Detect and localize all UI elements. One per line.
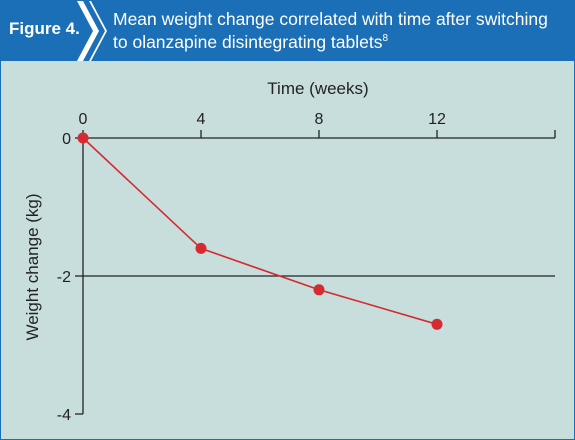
figure-title: Mean weight change correlated with time …	[113, 8, 563, 54]
series-line	[82, 137, 438, 326]
data-point	[313, 284, 325, 296]
figure-label: Figure 4.	[9, 19, 80, 38]
data-point	[77, 132, 89, 144]
y-tick-label: -4	[57, 407, 71, 424]
figure-title-text: Mean weight change correlated with time …	[113, 9, 548, 52]
x-tick-label: 4	[197, 111, 206, 128]
figure-label-box: Figure 4.	[1, 1, 83, 61]
data-point	[195, 242, 207, 254]
y-axis-label: Weight change (kg)	[23, 193, 42, 340]
data-point	[431, 318, 443, 330]
figure-header: Figure 4. Mean weight change correlated …	[1, 1, 574, 61]
weight-change-chart: Time (weeks) Weight change (kg) 0 4 8 12 0 -2…	[23, 79, 556, 424]
chevron-right-icon	[77, 1, 107, 61]
y-tick-label: -2	[57, 269, 71, 286]
x-tick-label: 8	[315, 111, 324, 128]
y-tick-label: 0	[62, 131, 71, 148]
x-tick-label: 12	[428, 111, 446, 128]
x-tick-label: 0	[79, 111, 88, 128]
x-axis-label: Time (weeks)	[267, 79, 368, 98]
figure-title-reference: 8	[382, 33, 389, 45]
